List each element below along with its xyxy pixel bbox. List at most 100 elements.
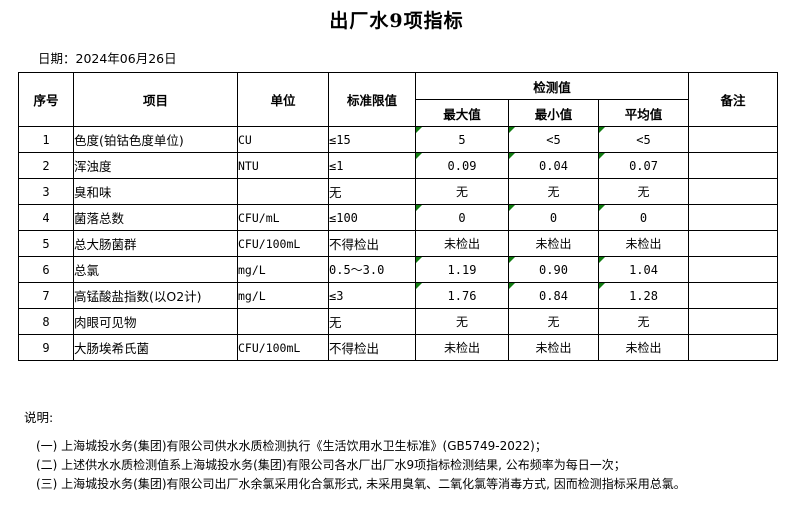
cell-index: 7: [18, 282, 74, 309]
cell-min: 未检出: [508, 230, 599, 257]
cell-max: 0.09: [415, 152, 509, 179]
cell-index: 3: [18, 178, 74, 205]
cell-item: 臭和味: [73, 178, 238, 205]
cell-limit: ≤1: [328, 152, 416, 179]
cell-avg: 未检出: [597, 230, 690, 257]
cell-min: 0: [508, 204, 599, 231]
cell-max: 未检出: [415, 334, 509, 361]
col-header-avg: 平均值: [597, 99, 690, 127]
cell-max: 1.19: [415, 256, 509, 283]
header-row-2: 最大值 最小值 平均值: [19, 99, 778, 127]
cell-avg: 无: [597, 178, 690, 205]
cell-min: <5: [508, 126, 599, 153]
cell-avg: 0.07: [597, 152, 690, 179]
table-row: 9 大肠埃希氏菌 CFU/100mL 不得检出 未检出 未检出 未检出: [18, 334, 779, 361]
col-header-item: 项目: [73, 72, 238, 127]
col-header-limit: 标准限值: [328, 72, 416, 127]
table-row: 5 总大肠菌群 CFU/100mL 不得检出 未检出 未检出 未检出: [18, 230, 779, 257]
cell-note: [688, 308, 779, 335]
cell-index: 6: [18, 256, 74, 283]
page-title: 出厂水9项指标: [329, 10, 464, 32]
cell-avg: 未检出: [597, 334, 690, 361]
notes-heading: 说明:: [24, 410, 54, 425]
table-row: 1 色度(铂钴色度单位) CU ≤15 5 <5 <5: [18, 126, 779, 153]
cell-limit: ≤100: [328, 204, 416, 231]
cell-index: 9: [18, 334, 74, 361]
cell-item: 菌落总数: [73, 204, 238, 231]
cell-note: [688, 152, 779, 179]
water-quality-table: 序号 项目 单位 标准限值 检测值 备注 最大值 最小值 平均值 1 色度(铂钴色…: [18, 72, 779, 361]
cell-flag-icon: [599, 127, 605, 133]
table-row: 4 菌落总数 CFU/mL ≤100 0 0 0: [18, 204, 779, 231]
cell-max: 0: [415, 204, 509, 231]
cell-min: 0.90: [508, 256, 599, 283]
cell-item: 色度(铂钴色度单位): [73, 126, 238, 153]
table-body: 1 色度(铂钴色度单位) CU ≤15 5 <5 <5 2 浑浊度 NTU ≤1 0.09 0.04 0.…: [18, 126, 779, 361]
report-date: 日期：2024年06月26日: [38, 51, 177, 66]
cell-flag-icon: [509, 257, 515, 263]
cell-flag-icon: [509, 153, 515, 159]
cell-unit: [237, 178, 329, 205]
col-header-max: 最大值: [415, 99, 509, 127]
cell-limit: 0.5～3.0: [328, 256, 416, 283]
cell-flag-icon: [509, 283, 515, 289]
cell-unit: CFU/100mL: [237, 230, 329, 257]
cell-max: 无: [415, 178, 509, 205]
cell-flag-icon: [416, 283, 422, 289]
cell-flag-icon: [599, 153, 605, 159]
cell-limit: 无: [328, 178, 416, 205]
cell-avg: <5: [597, 126, 690, 153]
cell-avg: 1.04: [597, 256, 690, 283]
cell-item: 总大肠菌群: [73, 230, 238, 257]
cell-min: 无: [508, 308, 599, 335]
cell-flag-icon: [509, 205, 515, 211]
col-header-min: 最小值: [508, 99, 599, 127]
cell-flag-icon: [599, 205, 605, 211]
table-row: 2 浑浊度 NTU ≤1 0.09 0.04 0.07: [18, 152, 779, 179]
cell-flag-icon: [599, 257, 605, 263]
cell-min: 0.84: [508, 282, 599, 309]
cell-limit: ≤15: [328, 126, 416, 153]
cell-item: 浑浊度: [73, 152, 238, 179]
cell-index: 1: [18, 126, 74, 153]
col-header-index: 序号: [18, 72, 74, 127]
cell-index: 2: [18, 152, 74, 179]
table-row: 3 臭和味无无无无: [18, 178, 779, 205]
header-row-1: 序号 项目 单位 标准限值 检测值 备注: [18, 72, 779, 127]
cell-avg: 0: [597, 204, 690, 231]
cell-avg: 1.28: [597, 282, 690, 309]
cell-unit: NTU: [237, 152, 329, 179]
cell-flag-icon: [416, 257, 422, 263]
cell-max: 1.76: [415, 282, 509, 309]
cell-item: 肉眼可见物: [73, 308, 238, 335]
cell-limit: 不得检出: [328, 230, 416, 257]
cell-note: [688, 178, 779, 205]
table-row: 7 高锰酸盐指数(以O2计) mg/L ≤3 1.76 0.84 1.28: [18, 282, 779, 309]
cell-unit: [237, 308, 329, 335]
cell-limit: 无: [328, 308, 416, 335]
cell-note: [688, 282, 779, 309]
cell-index: 4: [18, 204, 74, 231]
cell-max: 未检出: [415, 230, 509, 257]
cell-item: 总氯: [73, 256, 238, 283]
cell-flag-icon: [509, 127, 515, 133]
table-row: 6 总氯 mg/L 0.5～3.0 1.19 0.90 1.04: [18, 256, 779, 283]
cell-min: 0.04: [508, 152, 599, 179]
cell-max: 5: [415, 126, 509, 153]
cell-flag-icon: [416, 127, 422, 133]
cell-avg: 无: [597, 308, 690, 335]
cell-min: 无: [508, 178, 599, 205]
cell-note: [688, 204, 779, 231]
cell-unit: CFU/mL: [237, 204, 329, 231]
col-header-unit: 单位: [237, 72, 329, 127]
cell-note: [688, 256, 779, 283]
note-line: (二) 上述供水水质检测值系上海城投水务(集团)有限公司各水厂出厂水9项指标检测…: [36, 457, 626, 472]
cell-limit: ≤3: [328, 282, 416, 309]
table-row: 8 肉眼可见物无无无无: [18, 308, 779, 335]
cell-unit: CU: [237, 126, 329, 153]
cell-max: 无: [415, 308, 509, 335]
cell-note: [688, 126, 779, 153]
cell-unit: CFU/100mL: [237, 334, 329, 361]
notes-section: 说明: (一) 上海城投水务(集团)有限公司供水水质检测执行《生活饮用水卫生标准…: [22, 410, 782, 497]
